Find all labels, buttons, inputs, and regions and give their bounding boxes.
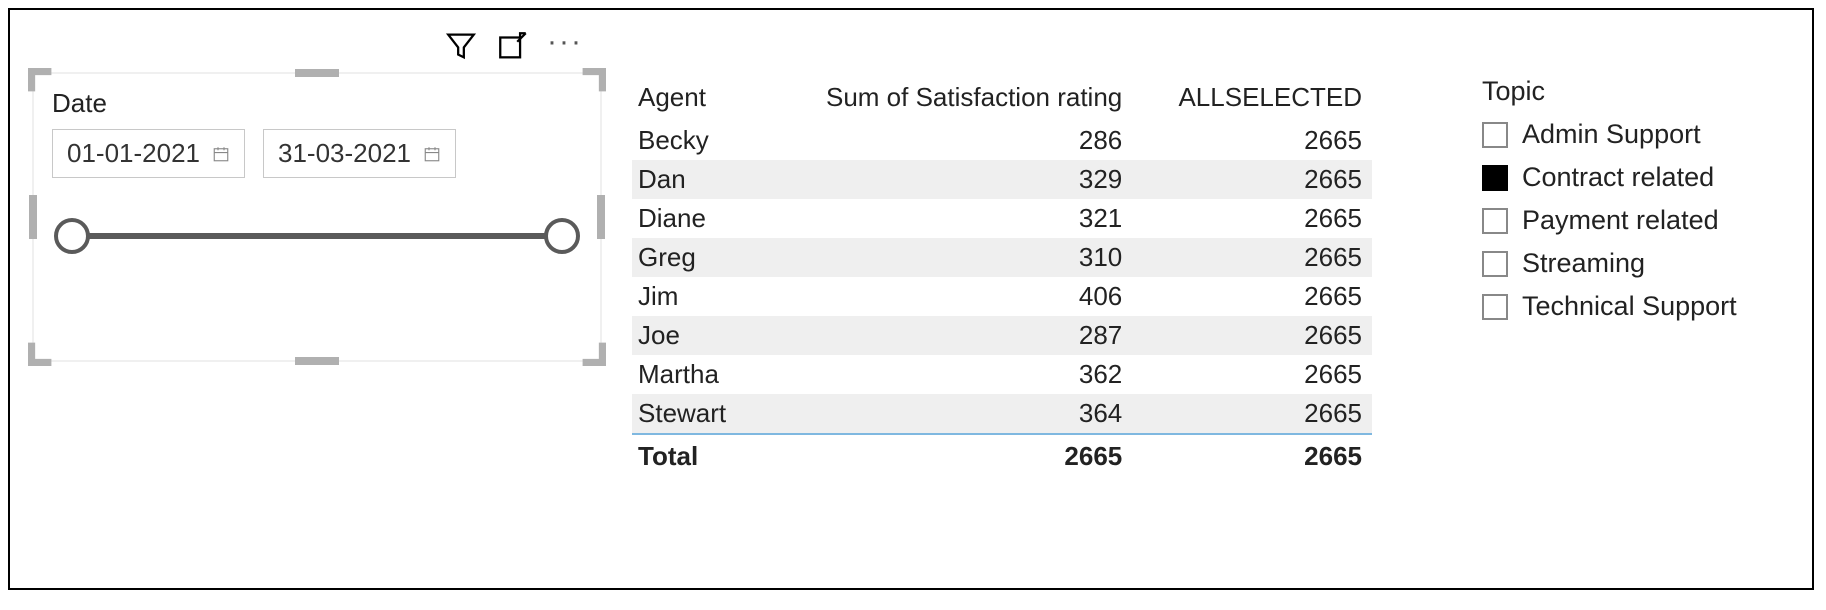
cell-sum: 286: [757, 121, 1132, 160]
topic-item[interactable]: Streaming: [1482, 248, 1737, 279]
table-row[interactable]: Dan3292665: [632, 160, 1372, 199]
cell-agent: Joe: [632, 316, 757, 355]
selection-handle-icon[interactable]: [295, 69, 339, 77]
cell-all: 2665: [1132, 316, 1372, 355]
selection-handle-icon[interactable]: [29, 195, 37, 239]
checkbox-icon[interactable]: [1482, 122, 1508, 148]
col-sum-satisfaction[interactable]: Sum of Satisfaction rating: [757, 76, 1132, 121]
cell-sum: 406: [757, 277, 1132, 316]
more-options-icon[interactable]: ···: [548, 29, 582, 63]
cell-all: 2665: [1132, 199, 1372, 238]
cell-agent: Dan: [632, 160, 757, 199]
cell-sum: 362: [757, 355, 1132, 394]
table-total-row: Total 2665 2665: [632, 434, 1372, 476]
cell-sum: 329: [757, 160, 1132, 199]
col-allselected[interactable]: ALLSELECTED: [1132, 76, 1372, 121]
table-row[interactable]: Jim4062665: [632, 277, 1372, 316]
checkbox-icon[interactable]: [1482, 251, 1508, 277]
cell-all: 2665: [1132, 160, 1372, 199]
date-end-value: 31-03-2021: [278, 138, 411, 169]
cell-sum: 287: [757, 316, 1132, 355]
date-start-value: 01-01-2021: [67, 138, 200, 169]
cell-agent: Diane: [632, 199, 757, 238]
filter-icon[interactable]: [444, 29, 478, 63]
topic-slicer-visual: Topic Admin Support Contract related Payme…: [1482, 76, 1737, 334]
total-sum: 2665: [757, 434, 1132, 476]
cell-agent: Martha: [632, 355, 757, 394]
agent-table-visual: Agent Sum of Satisfaction rating ALLSELE…: [632, 76, 1372, 476]
selection-handle-icon[interactable]: [580, 68, 606, 94]
topic-item-label: Payment related: [1522, 205, 1719, 236]
cell-sum: 310: [757, 238, 1132, 277]
checkbox-icon[interactable]: [1482, 208, 1508, 234]
topic-item-label: Admin Support: [1522, 119, 1701, 150]
total-label: Total: [632, 434, 757, 476]
table-header-row: Agent Sum of Satisfaction rating ALLSELE…: [632, 76, 1372, 121]
table-row[interactable]: Greg3102665: [632, 238, 1372, 277]
date-range-slider[interactable]: [52, 216, 582, 256]
date-slicer-visual: ··· Date 01-01-2021 31-03-2021: [32, 26, 612, 362]
selection-handle-icon[interactable]: [28, 68, 54, 94]
visual-header: ···: [32, 26, 612, 66]
table-row[interactable]: Diane3212665: [632, 199, 1372, 238]
selection-handle-icon[interactable]: [28, 340, 54, 366]
slider-track: [72, 233, 562, 239]
topic-slicer-title: Topic: [1482, 76, 1737, 107]
topic-item-label: Streaming: [1522, 248, 1645, 279]
agent-table: Agent Sum of Satisfaction rating ALLSELE…: [632, 76, 1372, 476]
col-agent[interactable]: Agent: [632, 76, 757, 121]
cell-all: 2665: [1132, 238, 1372, 277]
report-canvas: ··· Date 01-01-2021 31-03-2021: [8, 8, 1814, 590]
date-end-input[interactable]: 31-03-2021: [263, 129, 456, 178]
selection-handle-icon[interactable]: [580, 340, 606, 366]
cell-all: 2665: [1132, 277, 1372, 316]
date-range-inputs: 01-01-2021 31-03-2021: [52, 129, 582, 178]
date-slicer-title: Date: [52, 88, 582, 119]
topic-item[interactable]: Payment related: [1482, 205, 1737, 236]
slider-handle-end[interactable]: [544, 218, 580, 254]
cell-all: 2665: [1132, 355, 1372, 394]
cell-all: 2665: [1132, 121, 1372, 160]
cell-agent: Jim: [632, 277, 757, 316]
cell-agent: Greg: [632, 238, 757, 277]
table-row[interactable]: Stewart3642665: [632, 394, 1372, 434]
table-row[interactable]: Joe2872665: [632, 316, 1372, 355]
focus-mode-icon[interactable]: [496, 29, 530, 63]
checkbox-icon[interactable]: [1482, 165, 1508, 191]
table-row[interactable]: Becky2862665: [632, 121, 1372, 160]
slider-handle-start[interactable]: [54, 218, 90, 254]
cell-all: 2665: [1132, 394, 1372, 434]
cell-agent: Becky: [632, 121, 757, 160]
topic-item-label: Technical Support: [1522, 291, 1737, 322]
date-start-input[interactable]: 01-01-2021: [52, 129, 245, 178]
calendar-icon: [212, 145, 230, 163]
table-row[interactable]: Martha3622665: [632, 355, 1372, 394]
selection-handle-icon[interactable]: [295, 357, 339, 365]
selection-handle-icon[interactable]: [597, 195, 605, 239]
cell-agent: Stewart: [632, 394, 757, 434]
topic-item[interactable]: Contract related: [1482, 162, 1737, 193]
checkbox-icon[interactable]: [1482, 294, 1508, 320]
date-slicer: Date 01-01-2021 31-03-2021: [32, 72, 602, 362]
total-all: 2665: [1132, 434, 1372, 476]
topic-item[interactable]: Technical Support: [1482, 291, 1737, 322]
calendar-icon: [423, 145, 441, 163]
topic-item[interactable]: Admin Support: [1482, 119, 1737, 150]
cell-sum: 321: [757, 199, 1132, 238]
cell-sum: 364: [757, 394, 1132, 434]
topic-item-label: Contract related: [1522, 162, 1714, 193]
